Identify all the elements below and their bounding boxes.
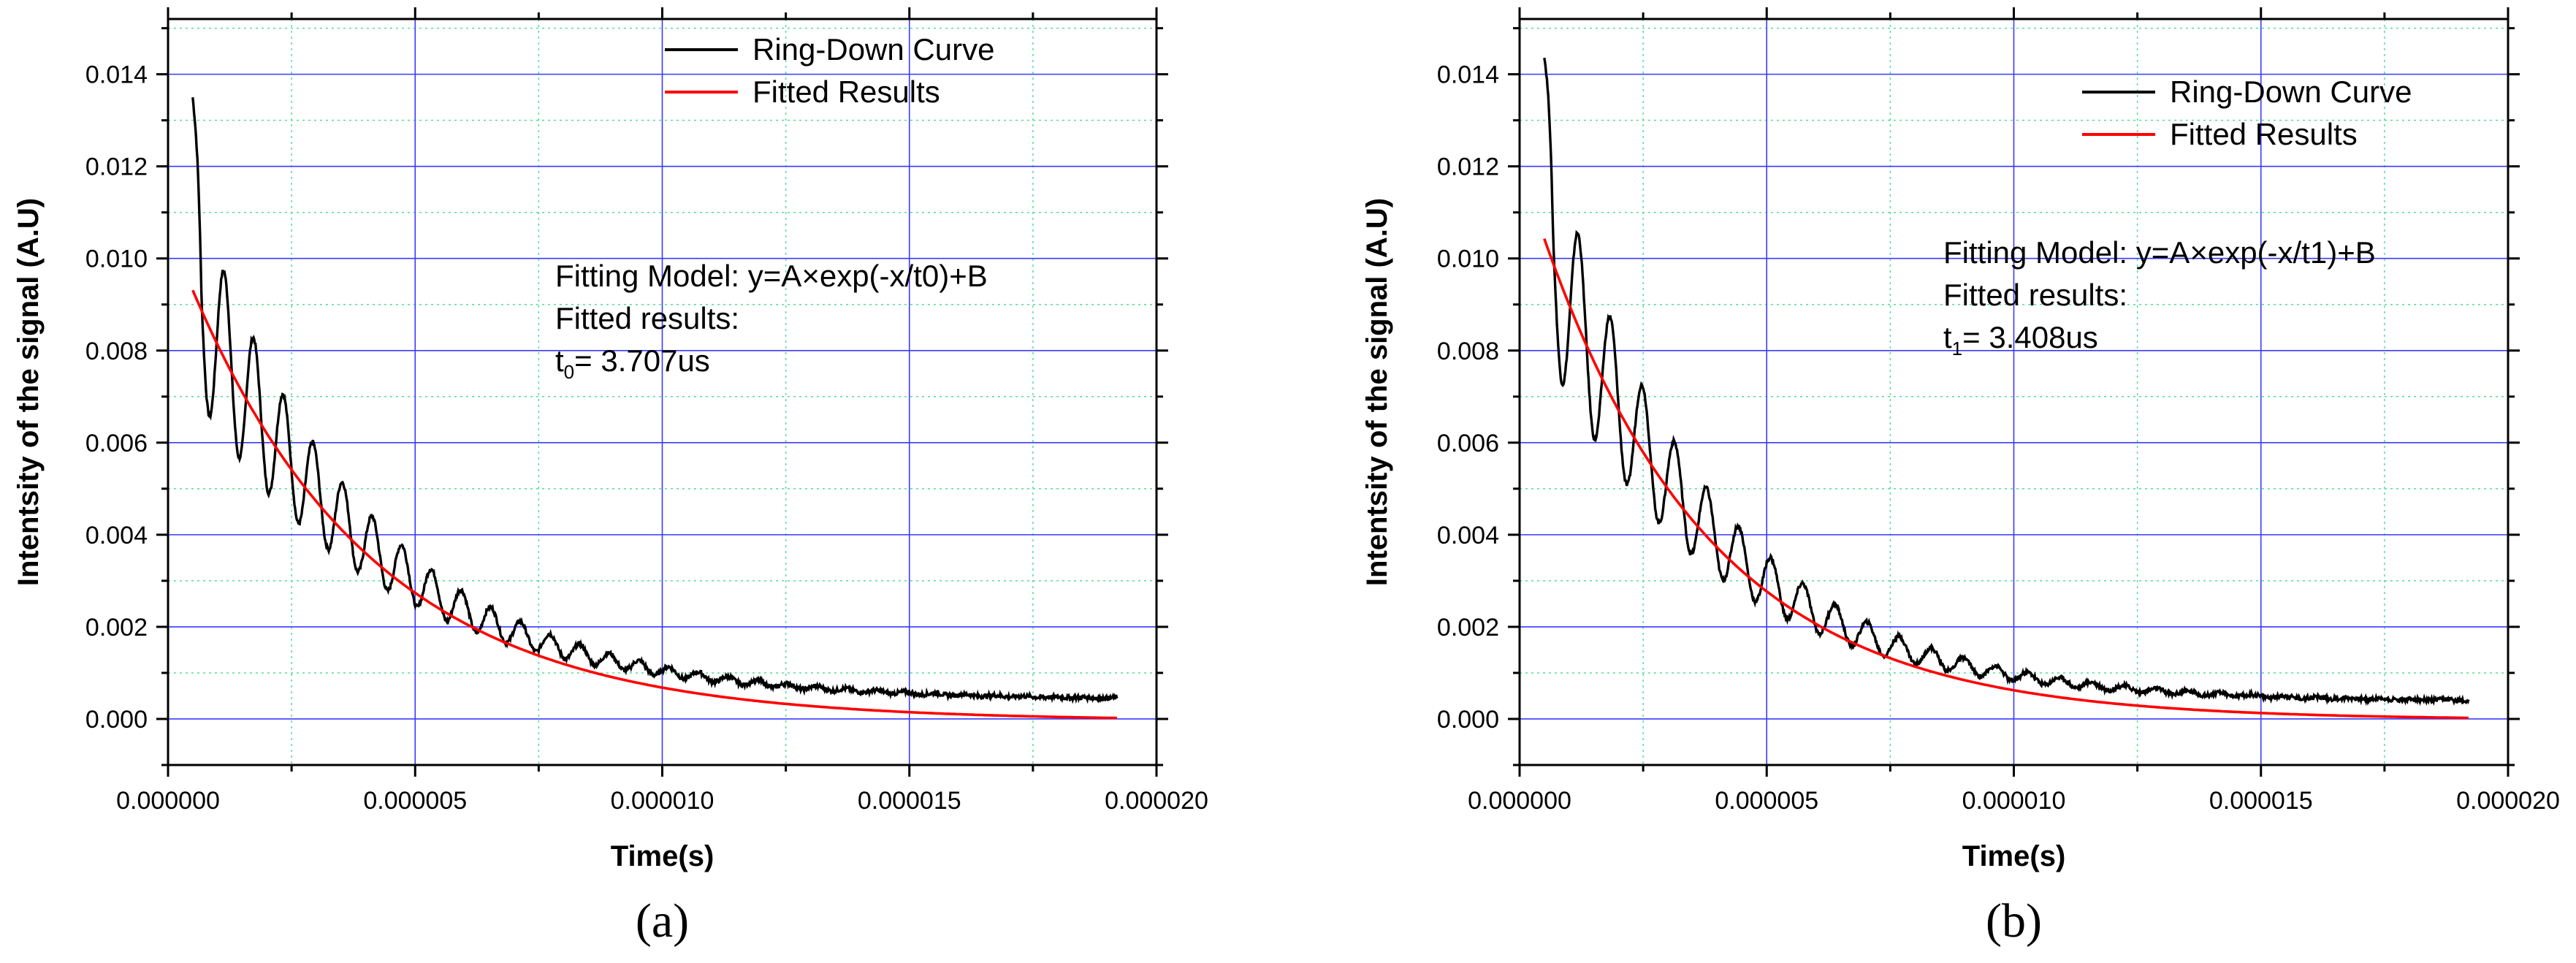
ring-down-curve-line — [191, 97, 1119, 704]
y-tick-label: 0.000 — [1437, 706, 1499, 734]
legend: Ring-Down Curve Fitted Results — [2082, 75, 2412, 151]
chart-panel-a: 0.000000 0.000005 0.000010 0.000015 0.000020… — [12, 7, 1208, 948]
y-axis-title: Intentsity of the signal (A.U) — [12, 198, 45, 586]
annotation-result: t0= 3.707us — [555, 343, 710, 383]
x-tick-label: 0.000000 — [116, 787, 220, 815]
annotation-result-value: = 3.408us — [1962, 320, 2098, 354]
annotation-line-2: Fitted results: — [1943, 278, 2127, 312]
legend: Ring-Down Curve Fitted Results — [665, 32, 994, 109]
panel-label: (a) — [636, 894, 689, 948]
annotation-line-1: Fitting Model: y=A×exp(-x/t1)+B — [1943, 235, 2376, 270]
y-axis-title: Intentsity of the signal (A.U) — [1361, 198, 1393, 586]
annotation-line-2: Fitted results: — [555, 301, 739, 335]
annotation-line-1: Fitting Model: y=A×exp(-x/t0)+B — [555, 259, 988, 293]
annotation-result-symbol: t — [1943, 320, 1952, 354]
y-tick-label: 0.000 — [85, 706, 148, 734]
y-tick-label: 0.014 — [85, 61, 148, 89]
y-tick-label: 0.002 — [1437, 614, 1499, 642]
legend-label-ring-down: Ring-Down Curve — [752, 32, 994, 66]
y-tick-label: 0.008 — [85, 338, 148, 365]
legend-label-fitted: Fitted Results — [752, 75, 940, 109]
ring-down-curve-line — [1543, 57, 2470, 707]
fitted-results-line — [191, 289, 1117, 720]
x-tick-label: 0.000020 — [2456, 787, 2560, 815]
x-tick-label: 0.000005 — [363, 787, 467, 815]
y-tick-label: 0.010 — [85, 245, 148, 273]
x-tick-label: 0.000015 — [2209, 787, 2313, 815]
x-tick-label: 0.000015 — [858, 787, 961, 815]
x-tick-label: 0.000005 — [1715, 787, 1818, 815]
x-tick-label: 0.000010 — [611, 787, 715, 815]
x-axis-title: Time(s) — [1962, 840, 2066, 872]
y-tick-label: 0.014 — [1437, 61, 1499, 89]
y-tick-label: 0.008 — [1437, 338, 1499, 365]
y-tick-label: 0.010 — [1437, 245, 1499, 273]
chart-panel-b: 0.000000 0.000005 0.000010 0.000015 0.000020… — [1361, 7, 2560, 948]
annotation-result-symbol: t — [555, 343, 564, 378]
fitted-results-line — [1543, 238, 2469, 720]
annotation-result-subscript: 0 — [564, 361, 574, 383]
y-tick-label: 0.012 — [1437, 153, 1499, 181]
y-tick-label: 0.012 — [85, 153, 148, 181]
annotation-result-subscript: 1 — [1952, 338, 1962, 359]
y-tick-label: 0.004 — [1437, 522, 1499, 549]
annotation-result: t1= 3.408us — [1943, 320, 2098, 359]
legend-label-fitted: Fitted Results — [2170, 117, 2358, 151]
y-tick-label: 0.006 — [1437, 430, 1499, 457]
panel-label: (b) — [1986, 894, 2042, 948]
annotation-result-value: = 3.707us — [574, 343, 710, 378]
x-tick-label: 0.000000 — [1468, 787, 1571, 815]
x-tick-label: 0.000010 — [1962, 787, 2066, 815]
x-tick-label: 0.000020 — [1105, 787, 1208, 815]
legend-label-ring-down: Ring-Down Curve — [2170, 75, 2412, 109]
y-tick-label: 0.006 — [85, 430, 148, 457]
y-tick-label: 0.002 — [85, 614, 148, 642]
y-tick-label: 0.004 — [85, 522, 148, 549]
x-axis-title: Time(s) — [611, 840, 715, 872]
